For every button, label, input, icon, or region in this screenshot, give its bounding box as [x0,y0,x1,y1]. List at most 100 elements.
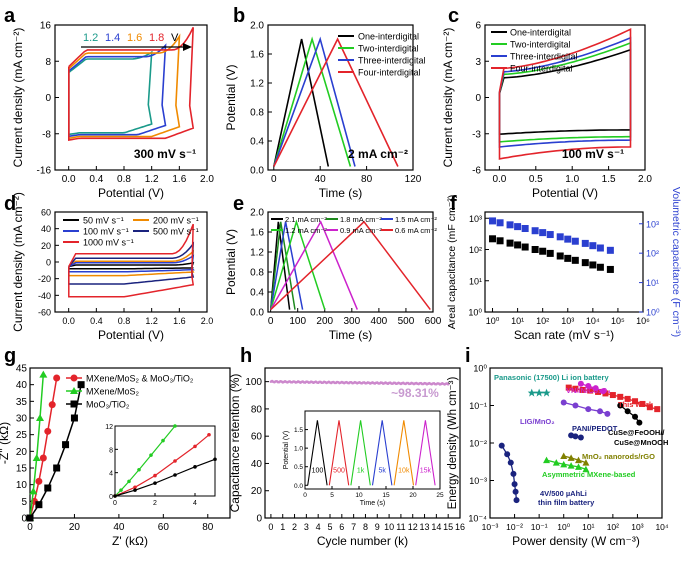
cv-loop-16V [68,33,181,140]
x-tick-label: 0 [27,522,33,533]
annotation: ~98.31% [391,386,439,400]
data-point [513,497,520,504]
inset-x-tick-label: 20 [409,492,417,499]
x-tick-label: 400 [371,316,388,327]
inset-cycle-label: 5k [379,467,387,474]
x-axis-label: Time (s) [319,186,363,200]
inset-point [173,424,177,428]
panel-label-e: e [233,193,244,215]
cv-loop [498,28,632,160]
annotation: 100 mV s⁻¹ [562,147,624,161]
legend-label: One-interdigital [358,32,419,42]
data-point [498,442,505,449]
legend-label: 1.8 mA cm⁻² [340,215,382,224]
cv-loop [68,223,195,298]
data-point [560,399,567,406]
legend-label: Three-interdigital [510,52,578,62]
x-tick-label: 100 [289,316,306,327]
y-tick-label: 0.8 [250,268,264,279]
data-point [654,406,661,413]
x-tick-label: 40 [113,522,125,533]
inset-point [193,444,197,449]
series-annotation: CuSe@MnOOH [614,438,668,447]
y-tick-label: 0 [45,93,51,104]
data-point [581,259,589,267]
y-tick-label: -60 [38,308,51,318]
x-tick-label: 0.0 [62,174,76,185]
data-point [32,454,41,461]
inset-y-tick-label: 1.0 [294,446,303,453]
cv-loop-12V [68,50,153,136]
data-point [575,463,583,470]
data-point [579,386,586,393]
x-axis-label: Z' (kΩ) [112,534,148,548]
y-tick-label: 60 [251,432,263,443]
x-tick-label: 10⁶ [636,316,650,326]
panel-label-b: b [233,5,245,27]
panel-label-a: a [4,5,16,27]
y-tick-label: 3 [475,57,481,68]
data-point [646,404,653,411]
data-point [564,235,572,243]
data-point [527,388,536,397]
y-tick-label: 20 [16,447,28,458]
panel-e: 0 100 200 300 400 500 600 0.0 0.4 0.8 1.2 1.6 2.0 Tim… [224,208,442,343]
y-tick-label: 10¹ [469,276,482,286]
panel-label-f: f [450,193,457,215]
x-tick-label: 10⁰ [486,316,500,326]
data-point [36,414,44,421]
x-axis-label: Power density (W cm⁻³) [512,534,640,548]
y-tick-label: 1.6 [250,50,264,61]
x-tick-label: 20 [69,522,81,533]
y-tick-label: 40 [251,459,263,470]
legend-label: Three-interdigital [358,56,426,66]
legend-label: 1000 mV s⁻¹ [83,238,134,248]
series-annotation: Asymmetric MXene-based [542,470,636,479]
x-tick-label: 14 [431,522,441,532]
inset-x-axis-label: Time (s) [360,500,385,507]
inset-point [213,457,217,462]
x-tick-label: 80 [361,174,373,185]
y-tick-label: -40 [38,291,51,301]
x-axis-label: Potential (V) [532,186,598,200]
inset-x-tick-label: 0 [113,500,117,507]
inset-point [133,485,137,490]
data-point [511,481,518,488]
data-point [535,388,544,397]
inset-point [153,481,157,485]
x-tick-label: 60 [158,522,170,533]
x-tick-label: 1.0 [565,174,579,185]
series-annotation: 4V/500 µAhLi [540,489,587,498]
x-tick-label: 0.8 [117,174,131,185]
x-tick-label: 2.0 [200,174,214,185]
y-tick-label: 45 [16,364,28,375]
data-point [489,217,497,225]
series-annotation: VN//NiCo₂O₄ [566,386,611,395]
inset-gcd [415,420,436,486]
y-tick-label: 1.2 [250,79,264,90]
data-point [587,387,594,394]
data-point [510,470,517,477]
x-tick-label: 0.8 [118,316,131,326]
inset-y-tick-label: 1.5 [294,427,303,434]
y-tick-label: 10⁻⁴ [468,514,487,524]
x-tick-label: 5 [327,522,332,532]
data-point [531,246,539,253]
inset-x-tick-label: 25 [436,492,444,499]
y-tick-label: 10⁻³ [469,476,487,486]
legend-label: MoO₃/TiO₂ [86,400,130,410]
x-tick-label: 4 [316,522,321,532]
y-tick-label: 10³ [469,214,482,224]
x-tick-label: 1.5 [602,174,616,185]
x-tick-label: 0.5 [529,174,543,185]
x-tick-label: 10⁰ [557,522,570,532]
y-tick-label: 20 [251,486,263,497]
data-point [600,388,607,395]
y-tick-label: 80 [251,404,263,415]
series-annotation: MnO₂ nanorods/rGO [582,452,655,461]
data-point [521,243,529,251]
data-point [577,380,584,387]
y-axis-label: Potential (V) [224,229,238,295]
annotation: 2 mA cm⁻² [348,147,408,161]
inset-y-tick-label: 0.0 [294,483,303,490]
